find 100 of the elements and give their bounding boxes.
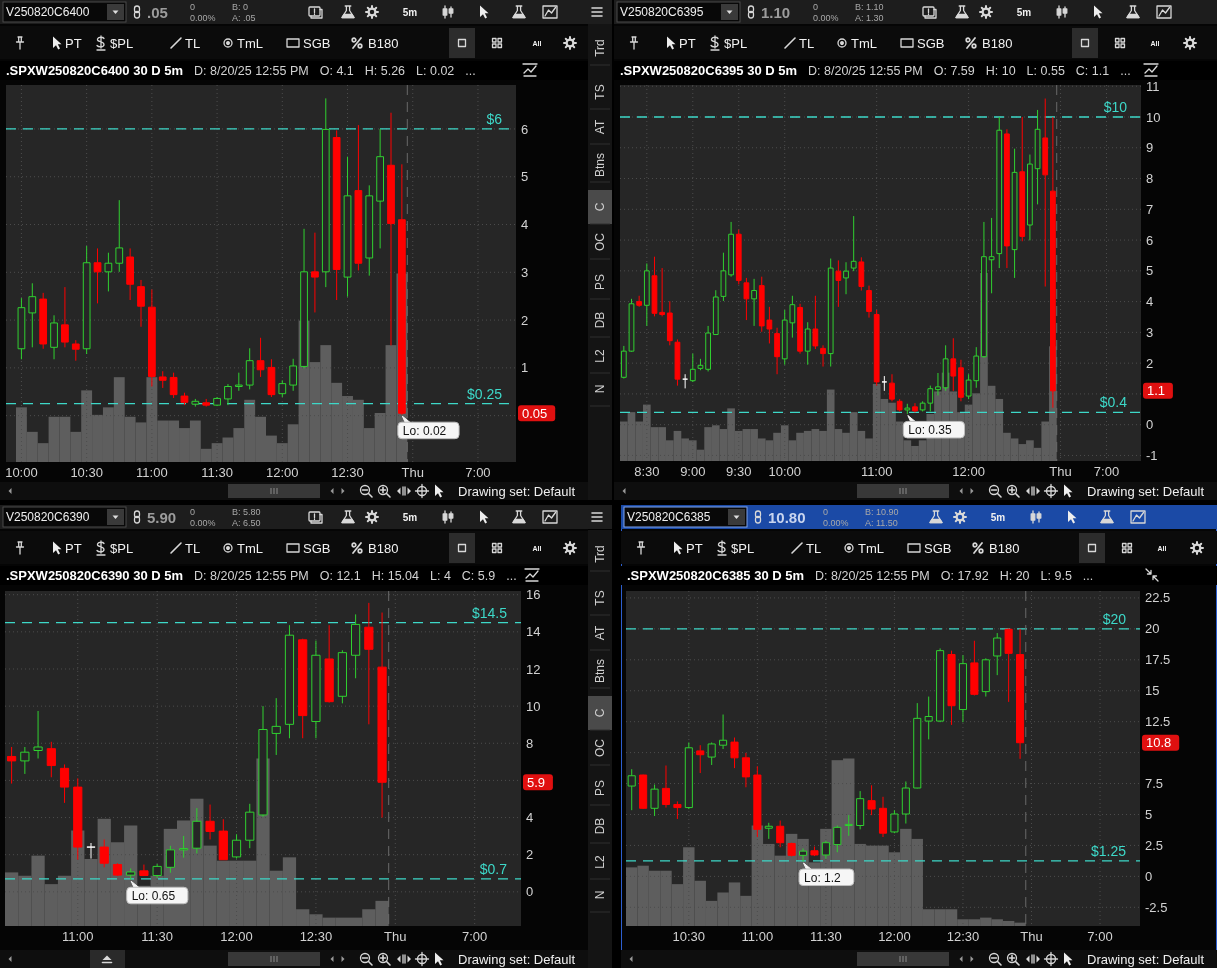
candlestick	[835, 259, 842, 308]
x-tick-label: 10:30	[672, 929, 706, 944]
annotation: 5.9	[527, 774, 546, 790]
y-tick-label: 14	[526, 624, 541, 640]
candlestick	[93, 247, 102, 304]
y-tick-label: 10	[1146, 109, 1161, 125]
candlestick	[666, 300, 673, 346]
candlestick	[245, 347, 254, 390]
text: TL	[799, 36, 815, 51]
y-tick-label: 8	[1146, 171, 1154, 187]
candlestick	[697, 358, 704, 371]
candlestick	[115, 199, 124, 273]
text: L: 4	[429, 569, 451, 583]
candlestick	[636, 295, 643, 308]
text: H: 15.04	[371, 569, 420, 583]
annotation: 10.8	[1146, 735, 1172, 751]
text: Btns	[593, 152, 608, 178]
candlestick	[981, 657, 990, 698]
text: DB	[593, 817, 608, 835]
text: 1.10	[761, 4, 791, 21]
candlestick	[867, 784, 876, 816]
candlestick	[7, 746, 17, 785]
text: TmL	[858, 541, 884, 556]
text: C: 1.1	[1075, 64, 1110, 78]
candlestick	[650, 784, 659, 817]
text: Btns	[593, 658, 608, 684]
candlestick	[878, 796, 888, 838]
text: A: 11.50	[865, 518, 898, 528]
candlestick	[812, 295, 819, 350]
text: TL	[185, 541, 201, 556]
y-tick-label: -2.5	[1145, 899, 1168, 915]
text: TS	[593, 590, 608, 606]
candlestick	[179, 835, 189, 859]
candlestick	[271, 697, 281, 756]
text: O: 7.59	[933, 64, 975, 78]
candlestick	[1004, 628, 1013, 703]
candlestick	[20, 746, 30, 775]
candlestick	[947, 650, 956, 726]
x-tick-label: Thu	[401, 465, 424, 480]
y-tick-label: 1	[521, 360, 529, 376]
text: AT	[593, 625, 608, 641]
candlestick	[86, 842, 96, 860]
candlestick	[377, 612, 387, 819]
annotation: Lo: 0.35	[908, 422, 953, 437]
annotation: Lo: 1.2	[804, 870, 842, 885]
x-tick-label: 7:00	[462, 929, 488, 944]
text: TmL	[237, 36, 263, 51]
text: H: 20	[999, 569, 1030, 583]
candlestick	[33, 710, 43, 759]
text: D: 8/20/25 12:55 PM	[815, 569, 930, 583]
text: 0.00%	[813, 13, 839, 23]
text: C: 5.9	[461, 569, 496, 583]
candlestick	[661, 764, 671, 809]
candlestick	[735, 229, 742, 285]
candlestick	[1042, 98, 1049, 288]
text: OC	[593, 738, 608, 757]
y-tick-label: 5	[521, 169, 529, 185]
candlestick	[311, 640, 321, 739]
x-tick-label: 9:00	[680, 464, 706, 479]
ref-line-label: $14.5	[471, 604, 508, 621]
candlestick	[324, 624, 334, 704]
y-tick-label: 2	[1146, 355, 1154, 371]
candlestick	[354, 124, 363, 271]
y-tick-label: 15	[1145, 683, 1160, 699]
text: D: 8/20/25 12:55 PM	[194, 64, 309, 78]
x-tick-label: 11:00	[860, 464, 893, 479]
text: O: 17.92	[940, 569, 989, 583]
candlestick	[950, 337, 957, 392]
candlestick	[351, 613, 361, 679]
text: ...	[465, 64, 476, 78]
ref-line-label: $1.25	[1090, 842, 1127, 859]
x-tick-label: 11:00	[61, 929, 94, 944]
candlestick	[730, 737, 739, 769]
candlestick	[337, 649, 347, 704]
text: ...	[1082, 569, 1094, 583]
text: A: 1.30	[855, 13, 884, 23]
x-tick-label: 7:00	[1093, 464, 1120, 479]
x-tick-label: Thu	[1049, 464, 1072, 479]
text: L: 9.5	[1040, 569, 1072, 583]
candlestick	[889, 373, 895, 402]
y-tick-label: 4	[526, 810, 534, 826]
text: Drawing set: Default	[1087, 484, 1205, 499]
y-tick-label: 10	[526, 698, 541, 714]
y-tick-label: 11	[1146, 78, 1160, 94]
x-tick-label: 12:00	[952, 464, 985, 479]
text: 5m	[402, 512, 418, 523]
ref-line-label: $0.7	[479, 860, 508, 877]
text: $PL	[110, 541, 134, 556]
text: 0.00%	[190, 518, 216, 528]
x-tick-label: 10:30	[70, 465, 103, 480]
text: C	[593, 708, 608, 718]
chart-title: .SPXW250820C6395 30 D 5m	[620, 63, 798, 78]
candlestick	[797, 303, 803, 355]
candlestick	[924, 696, 933, 740]
candlestick	[866, 285, 872, 319]
text: B180	[989, 541, 1020, 556]
text: 0	[190, 2, 196, 12]
candlestick	[821, 840, 830, 860]
candlestick	[1004, 128, 1010, 269]
candlestick	[321, 97, 330, 288]
